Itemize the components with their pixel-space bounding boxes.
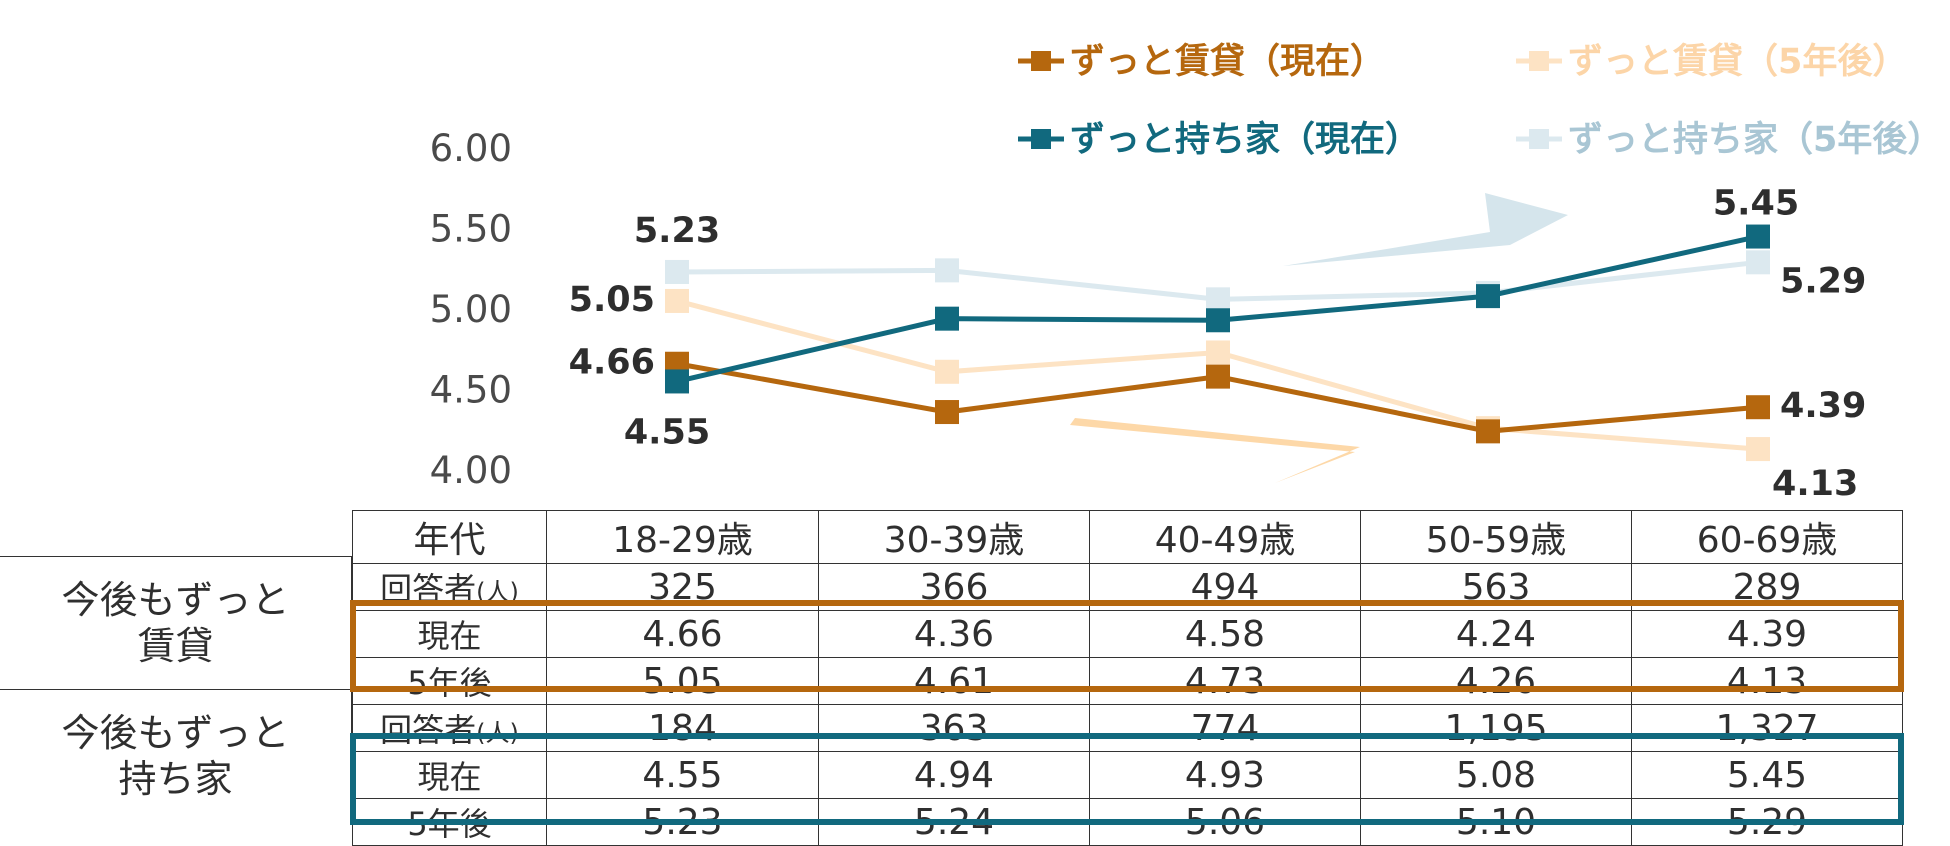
downward-trend-arrow — [1070, 418, 1360, 483]
data-point-own_5y — [935, 258, 959, 283]
upward-trend-arrow — [1283, 193, 1568, 266]
table-cell: 4.61 — [818, 657, 1090, 705]
y-tick-label: 4.50 — [430, 369, 512, 412]
data-label: 5.29 — [1780, 261, 1866, 301]
data-point-own_now — [665, 369, 689, 394]
data-point-own_now — [1746, 224, 1770, 249]
data-point-rent_now — [935, 400, 959, 425]
own-group-label-line2: 持ち家 — [118, 757, 233, 801]
y-tick-label: 4.00 — [430, 449, 512, 492]
table-cell: 363 — [818, 704, 1090, 752]
table-cell: 4.93 — [1089, 751, 1361, 799]
data-label: 4.66 — [569, 343, 655, 383]
legend-item-own-now: ずっと持ち家（現在） — [1018, 120, 1420, 160]
table-header-cell: 50-59歳 — [1360, 510, 1632, 564]
data-point-own_5y — [1206, 287, 1230, 312]
table-header-cell: 40-49歳 — [1089, 510, 1361, 564]
table-cell: 1,327 — [1631, 704, 1903, 752]
legend-label-own-now: ずっと持ち家（現在） — [1070, 120, 1420, 160]
data-point-own_now — [1206, 308, 1230, 333]
table-row-own-respondents: 回答者(人) 184 363 774 1,195 1,327 — [352, 704, 1903, 752]
legend-label-own-5y: ずっと持ち家（5年後） — [1568, 120, 1942, 160]
table-cell: 4.73 — [1089, 657, 1361, 705]
table-header-cell: 18-29歳 — [546, 510, 819, 564]
data-label: 4.13 — [1772, 464, 1858, 504]
own-group-label: 今後もずっと 持ち家 — [0, 689, 352, 822]
table-cell: 184 — [546, 704, 819, 752]
table-cell: 774 — [1089, 704, 1361, 752]
future-label: 5年後 — [352, 657, 547, 705]
table-cell: 1,195 — [1360, 704, 1632, 752]
rent-group-label-line2: 賃貸 — [137, 624, 214, 668]
table-cell: 4.94 — [818, 751, 1090, 799]
legend-label-rent-5y: ずっと賃貸（5年後） — [1568, 42, 1907, 82]
y-tick-label: 6.00 — [430, 127, 512, 170]
data-point-own_5y — [665, 259, 689, 284]
legend-marker-own-now — [1031, 129, 1051, 149]
data-point-rent_now — [1746, 395, 1770, 420]
table-cell: 4.58 — [1089, 610, 1361, 658]
own-group-label-line1: 今後もずっと — [61, 711, 290, 755]
table-row-rent-now: 現在 4.66 4.36 4.58 4.24 4.39 — [352, 610, 1903, 658]
data-point-rent_5y — [665, 288, 689, 313]
line-chart: 5.23 5.05 4.66 4.55 5.45 5.29 4.39 4.13 6.00 5.5… — [430, 42, 1943, 504]
table-cell: 4.66 — [546, 610, 819, 658]
data-label: 5.23 — [634, 211, 720, 251]
legend: ずっと賃貸（現在） ずっと賃貸（5年後） ずっと持ち家（現在） ずっと持ち家（5… — [1018, 42, 1942, 160]
table-cell: 4.13 — [1631, 657, 1903, 705]
data-point-rent_5y — [935, 359, 959, 384]
y-tick-label: 5.00 — [430, 288, 512, 331]
table-header-cell: 30-39歳 — [818, 510, 1090, 564]
table-header-label: 年代 — [352, 510, 547, 564]
legend-item-rent-now: ずっと賃貸（現在） — [1018, 42, 1385, 82]
data-label: 5.05 — [569, 280, 655, 320]
data-point-rent_now — [1206, 364, 1230, 389]
table-cell: 4.39 — [1631, 610, 1903, 658]
legend-marker-own-5y — [1529, 129, 1549, 149]
legend-marker-rent-5y — [1529, 51, 1549, 71]
data-label: 4.39 — [1780, 386, 1866, 426]
legend-label-rent-now: ずっと賃貸（現在） — [1070, 42, 1385, 82]
legend-marker-rent-now — [1031, 51, 1051, 71]
data-point-rent_5y — [1206, 340, 1230, 365]
data-point-own_now — [1476, 284, 1500, 309]
data-point-rent_now — [1476, 419, 1500, 444]
data-point-own_now — [935, 306, 959, 331]
rent-highlight-box — [350, 600, 1904, 692]
legend-item-rent-5y: ずっと賃貸（5年後） — [1516, 42, 1907, 82]
table-header-row: 年代 18-29歳 30-39歳 40-49歳 50-59歳 60-69歳 — [352, 510, 1903, 564]
data-point-own_5y — [1746, 250, 1770, 275]
own-highlight-box — [350, 733, 1904, 825]
data-label: 4.55 — [624, 412, 710, 452]
table-cell: 5.05 — [546, 657, 819, 705]
y-tick-label: 5.50 — [430, 208, 512, 251]
table-header-cell: 60-69歳 — [1631, 510, 1903, 564]
now-label: 現在 — [352, 751, 547, 799]
table-row-rent-5y: 5年後 5.05 4.61 4.73 4.26 4.13 — [352, 657, 1903, 705]
data-point-rent_5y — [1746, 437, 1770, 462]
rent-group-label-line1: 今後もずっと — [61, 578, 290, 622]
data-label: 5.45 — [1713, 184, 1799, 224]
rent-group-label: 今後もずっと 賃貸 — [0, 556, 352, 689]
legend-item-own-5y: ずっと持ち家（5年後） — [1516, 120, 1942, 160]
